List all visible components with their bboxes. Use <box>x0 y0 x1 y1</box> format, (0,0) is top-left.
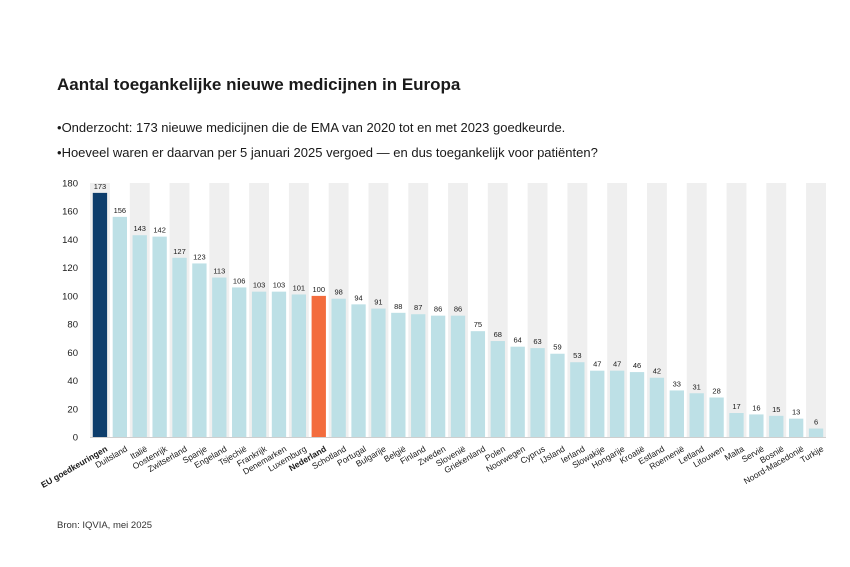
bar-value-label: 6 <box>814 418 818 427</box>
bar-value-label: 17 <box>732 402 740 411</box>
bar <box>510 346 525 437</box>
bar-value-label: 15 <box>772 405 780 414</box>
y-tick-label: 60 <box>67 348 78 359</box>
bar <box>251 291 267 437</box>
bar-value-label: 59 <box>553 343 561 352</box>
bar-value-label: 101 <box>293 283 306 292</box>
bar <box>391 312 406 437</box>
bar <box>808 428 824 437</box>
y-tick-label: 160 <box>62 207 78 218</box>
bar <box>789 418 804 437</box>
bar-value-label: 68 <box>494 330 502 339</box>
background-stripe <box>766 183 787 437</box>
bar <box>729 413 744 437</box>
bar-value-label: 100 <box>312 285 325 294</box>
bar-value-label: 42 <box>653 367 661 376</box>
bar <box>212 277 227 437</box>
bar <box>450 315 466 437</box>
bar <box>152 236 167 437</box>
bar-value-label: 33 <box>673 379 681 388</box>
bar <box>470 331 486 437</box>
bar <box>192 263 207 437</box>
bar-value-label: 91 <box>374 298 382 307</box>
bar <box>609 370 625 437</box>
y-tick-label: 120 <box>62 263 78 274</box>
bar-value-label: 63 <box>533 337 541 346</box>
bar <box>550 353 565 437</box>
category-label: Turkije <box>798 443 825 464</box>
bar-value-label: 113 <box>213 267 225 276</box>
bar <box>570 362 585 437</box>
description-item: Hoeveel waren er daarvan per 5 januari 2… <box>57 146 598 160</box>
background-stripe <box>686 183 707 437</box>
bar <box>232 287 247 437</box>
bar-value-label: 47 <box>593 360 601 369</box>
bar <box>371 308 386 437</box>
bar <box>351 304 366 437</box>
bar-value-label: 86 <box>454 305 462 314</box>
y-tick-label: 180 <box>62 179 78 190</box>
bar <box>430 315 446 437</box>
bar <box>490 341 505 437</box>
bar-value-label: 75 <box>474 320 482 329</box>
bar <box>629 372 645 437</box>
bar <box>530 348 545 437</box>
bar <box>689 393 704 437</box>
bar-value-label: 98 <box>334 288 342 297</box>
y-tick-label: 140 <box>62 235 78 246</box>
bar-value-label: 28 <box>712 386 720 395</box>
y-tick-label: 40 <box>67 376 78 387</box>
bar <box>271 291 287 437</box>
description-list: Onderzocht: 173 nieuwe medicijnen die de… <box>57 121 598 171</box>
background-stripe <box>806 183 826 437</box>
bar <box>311 295 326 437</box>
bar <box>649 377 665 437</box>
background-stripe <box>726 183 747 437</box>
bar-value-label: 53 <box>573 351 581 360</box>
bar-value-label: 64 <box>514 336 522 345</box>
bar <box>590 370 605 437</box>
bar <box>291 294 307 437</box>
bar-value-label: 142 <box>153 226 166 235</box>
bar <box>709 397 724 437</box>
bar <box>132 235 147 437</box>
bar-value-label: 31 <box>693 382 701 391</box>
bar <box>749 414 764 437</box>
bar-value-label: 88 <box>394 302 402 311</box>
bar-value-label: 123 <box>193 252 206 261</box>
bar-value-label: 173 <box>94 182 107 191</box>
source-note: Bron: IQVIA, mei 2025 <box>57 520 153 531</box>
bar <box>769 415 784 437</box>
background-stripe <box>646 183 667 437</box>
y-tick-label: 100 <box>62 291 78 302</box>
bar <box>92 192 108 437</box>
y-tick-label: 20 <box>67 404 78 415</box>
bar-value-label: 127 <box>173 247 186 256</box>
bar-value-label: 143 <box>133 224 146 233</box>
bar <box>112 216 127 437</box>
bar-value-label: 47 <box>613 360 621 369</box>
bar-value-label: 94 <box>354 293 362 302</box>
bar <box>669 390 684 437</box>
chart-title: Aantal toegankelijke nieuwe medicijnen i… <box>57 75 461 94</box>
bar <box>172 257 187 437</box>
bar-value-label: 87 <box>414 303 422 312</box>
y-tick-label: 80 <box>67 320 78 331</box>
bar-value-label: 86 <box>434 305 442 314</box>
description-item: Onderzocht: 173 nieuwe medicijnen die de… <box>57 121 598 135</box>
bar-value-label: 16 <box>752 403 760 412</box>
bar <box>331 298 346 437</box>
bar-value-label: 46 <box>633 361 641 370</box>
bar-value-label: 103 <box>253 281 266 290</box>
y-tick-label: 0 <box>73 433 78 444</box>
bar-value-label: 13 <box>792 408 800 417</box>
bar <box>411 314 426 437</box>
bar-value-label: 106 <box>233 276 246 285</box>
bar-value-label: 156 <box>114 206 127 215</box>
bar-value-label: 103 <box>273 281 286 290</box>
